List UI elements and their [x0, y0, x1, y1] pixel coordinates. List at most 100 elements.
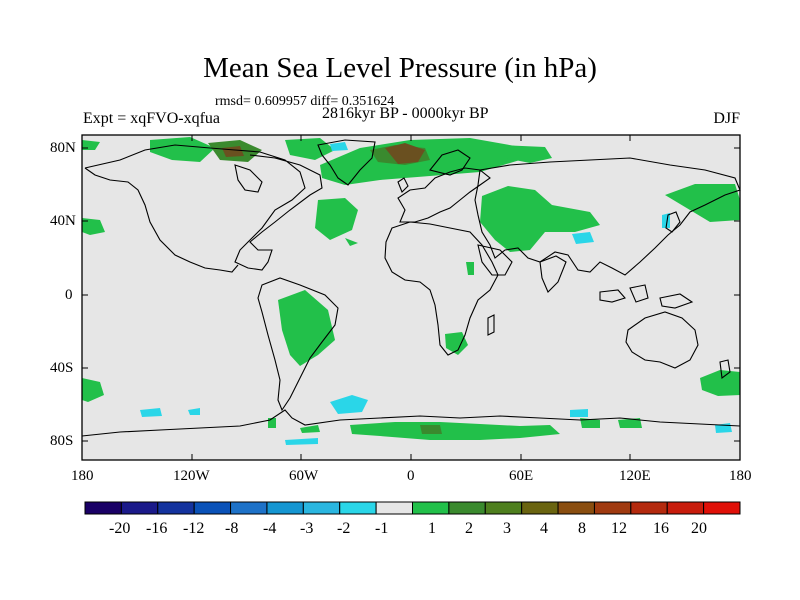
coastline-antarctica: [81, 409, 741, 437]
coastline-greenland: [317, 139, 376, 186]
anomaly-region: [618, 418, 642, 428]
y-tick-label: 0: [65, 287, 73, 303]
colorbar-label: 3: [503, 520, 511, 537]
colorbar-label: 1: [428, 520, 436, 537]
coastline-africa: [384, 221, 499, 356]
map-background: [82, 135, 740, 460]
x-tick-label: 60W: [289, 468, 319, 484]
colorbar-swatch: [666, 501, 705, 515]
colorbar-swatch: [157, 501, 195, 515]
anomaly-region: [268, 418, 276, 428]
colorbar-swatch: [302, 501, 341, 515]
chart-title: Mean Sea Level Pressure (in hPa): [203, 52, 597, 84]
coastline-europe: [397, 167, 491, 223]
coastline-new-zealand: [719, 359, 731, 380]
colorbar-label: 4: [540, 520, 548, 537]
anomaly-region: [300, 425, 320, 433]
anomaly-region: [580, 418, 600, 428]
anomaly-region: [330, 142, 348, 151]
colorbar-label: -8: [225, 520, 239, 537]
y-tick-label: 40S: [50, 360, 74, 376]
anomaly-region: [285, 138, 335, 160]
anomaly-region: [420, 425, 442, 434]
anomaly-region: [466, 262, 474, 275]
colorbar-swatch: [375, 501, 414, 515]
colorbar-label: 16: [653, 520, 669, 537]
anomaly-region: [285, 438, 318, 445]
anomaly-region: [350, 422, 560, 440]
x-tick-label: 180: [71, 468, 94, 484]
colorbar-swatch: [266, 501, 304, 515]
x-axis-ticks: [81, 135, 741, 460]
colorbar-label: -12: [183, 520, 205, 537]
y-tick-label: 40N: [50, 213, 76, 229]
coastline-uk: [397, 177, 409, 193]
colorbar-swatch: [703, 501, 741, 515]
colorbar-swatch: [557, 501, 595, 515]
coastline-new-guinea: [659, 293, 694, 309]
x-tick-label: 120W: [173, 468, 210, 484]
anomaly-region: [700, 370, 740, 396]
y-tick-label: 80N: [50, 140, 76, 156]
coastline-borneo: [629, 284, 649, 303]
anomaly-region: [315, 198, 358, 240]
colorbar-label: -1: [375, 520, 389, 537]
colorbar-swatch: [84, 501, 122, 515]
stats-line: rmsd= 0.609957 diff= 0.351624: [215, 94, 395, 109]
anomaly-region: [570, 409, 588, 417]
anomaly-region: [665, 184, 740, 222]
anomaly-region: [222, 146, 244, 157]
anomaly-region: [150, 137, 215, 162]
x-tick-label: 180: [729, 468, 752, 484]
colorbar-swatch: [120, 501, 159, 515]
anomaly-region: [345, 238, 358, 246]
x-tick-label: 0: [407, 468, 415, 484]
anomaly-region: [188, 408, 200, 415]
colorbar-label: -20: [109, 520, 131, 537]
colorbar-label: -3: [300, 520, 314, 537]
colorbar: [84, 501, 741, 515]
anomaly-region: [140, 408, 162, 417]
colorbar-swatch: [412, 501, 450, 515]
coastline-south-america: [257, 277, 339, 412]
colorbar-swatch: [448, 501, 486, 515]
colorbar-label: 12: [611, 520, 627, 537]
coastline-scandinavia: [429, 149, 471, 176]
anomaly-region: [82, 378, 104, 402]
y-axis-ticks: [82, 147, 740, 442]
coastline-madagascar: [487, 314, 495, 336]
period-label: 2816kyr BP - 0000kyr BP: [322, 105, 489, 122]
coastline-arabia: [477, 244, 513, 276]
colorbar-swatch: [484, 501, 523, 515]
colorbar-swatch: [521, 501, 559, 515]
season-label: DJF: [713, 110, 740, 127]
colorbar-label: -4: [263, 520, 277, 537]
anomaly-region: [480, 186, 600, 252]
colorbar-swatch: [630, 501, 668, 515]
coastline-australia: [625, 311, 699, 369]
coastline-indonesia: [599, 289, 626, 303]
coastline-north-america: [84, 144, 323, 271]
colorbar-label: 20: [691, 520, 707, 537]
x-tick-label: 60E: [509, 468, 534, 484]
anomaly-region: [572, 232, 594, 244]
positive-anomaly-4-8-regions: [222, 143, 425, 164]
colorbar-swatch: [593, 501, 632, 515]
colorbar-label: -16: [146, 520, 168, 537]
coastline-japan: [665, 211, 681, 233]
colorbar-swatch: [230, 501, 268, 515]
anomaly-region: [82, 218, 105, 235]
coastline-hudson: [234, 164, 263, 193]
coastlines: [81, 139, 741, 437]
anomaly-region: [330, 395, 368, 414]
colorbar-swatch: [339, 501, 377, 515]
experiment-label: Expt = xqFVO-xqfua: [83, 110, 221, 127]
coastline-india: [539, 255, 567, 293]
anomaly-region: [500, 145, 552, 163]
y-tick-label: 80S: [50, 433, 74, 449]
anomaly-region: [445, 332, 468, 355]
anomaly-region: [278, 290, 335, 366]
colorbar-label: 8: [578, 520, 586, 537]
coastline-asia: [474, 157, 741, 276]
